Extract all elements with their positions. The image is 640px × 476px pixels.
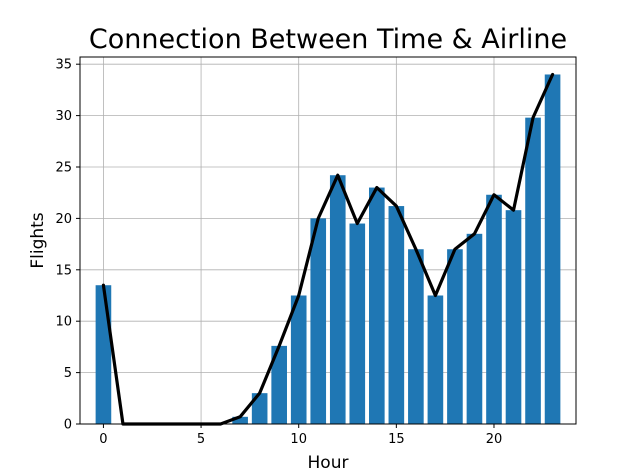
x-axis-label: Hour	[308, 453, 349, 473]
bar-hour-17	[427, 295, 444, 424]
bar-hour-0	[95, 285, 112, 424]
bar-hour-13	[349, 223, 366, 424]
bar-hour-7	[232, 416, 248, 424]
bars-layer	[95, 74, 561, 425]
bar-hour-16	[408, 249, 424, 424]
x-tick-label: 0	[99, 432, 107, 447]
y-tick-label: 20	[55, 212, 72, 227]
bar-hour-15	[388, 206, 405, 424]
y-tick-label: 5	[64, 366, 72, 381]
line-layer	[101, 72, 555, 426]
x-tick-label: 20	[486, 432, 503, 447]
bar-hour-8	[251, 393, 268, 424]
y-axis-label: Flights	[28, 212, 48, 268]
bar-hour-18	[447, 249, 463, 424]
x-tick-label: 15	[388, 432, 405, 447]
bar-hour-10	[290, 295, 307, 424]
bar-hour-20	[486, 194, 502, 424]
bar-hour-12	[329, 175, 346, 424]
y-tick-label: 35	[55, 58, 72, 73]
bar-hour-22	[525, 117, 541, 425]
ticks-layer: 0 5 10 15 20 0 5 10 15 20 25 30 35	[55, 58, 502, 447]
x-tick-label: 5	[197, 432, 205, 447]
y-tick-label: 0	[64, 418, 72, 433]
bar-hour-11	[310, 218, 327, 424]
chart-title: Connection Between Time & Airline	[89, 24, 567, 55]
bar-hour-9	[271, 345, 287, 424]
y-tick-label: 15	[55, 263, 72, 278]
bar-hour-19	[466, 233, 483, 424]
x-tick-label: 10	[290, 432, 307, 447]
y-tick-label: 25	[55, 160, 72, 175]
bar-hour-14	[369, 187, 385, 424]
series-line	[101, 72, 555, 426]
bar-hour-21	[505, 210, 522, 424]
y-tick-label: 30	[55, 109, 72, 124]
plot-frame	[79, 56, 577, 425]
bar-hour-23	[544, 74, 561, 424]
y-tick-label: 10	[55, 315, 72, 330]
